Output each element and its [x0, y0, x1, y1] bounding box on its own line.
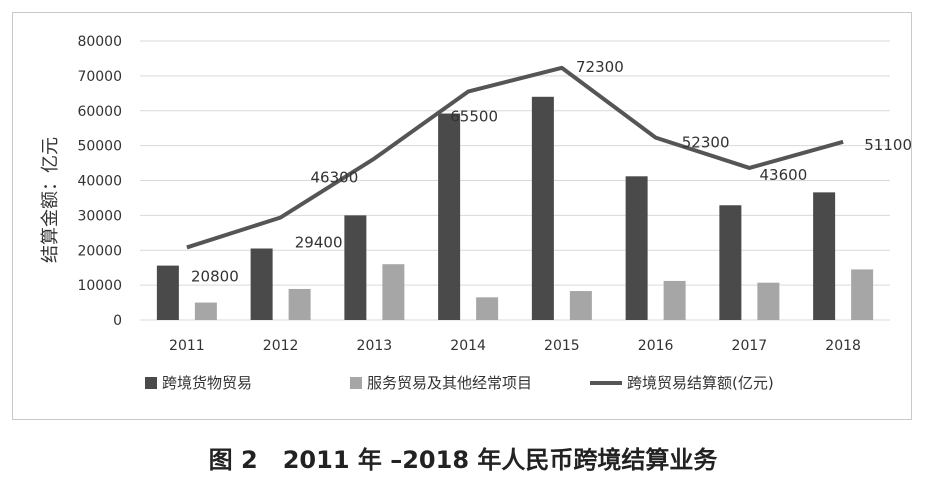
goods-trade-bar: [531, 96, 554, 320]
line-data-label: 20800: [191, 267, 239, 285]
y-tick-label: 50000: [77, 139, 122, 155]
total-trade-line: [186, 65, 844, 250]
goods-trade-bar: [625, 176, 648, 320]
total-line: [186, 65, 844, 250]
goods-trade-bar: [250, 248, 273, 320]
line-data-label: 43600: [760, 166, 808, 184]
y-tick-label: 60000: [77, 104, 122, 120]
x-tick-label: 2015: [544, 338, 580, 354]
line-data-label: 29400: [295, 233, 343, 251]
y-tick-label: 70000: [77, 69, 122, 85]
y-tick-label: 0: [113, 313, 122, 329]
services-trade-bar: [663, 280, 686, 320]
y-tick-label: 80000: [77, 34, 122, 50]
x-tick-label: 2018: [825, 338, 861, 354]
y-axis-ticks: 0 10000 20000 30000 40000 50000 60000 70000 8000…: [77, 34, 122, 329]
services-trade-bar: [382, 264, 405, 320]
x-axis-ticks: 2011 2012 2013 2014 2015 2016 2017 2018: [169, 338, 861, 354]
y-tick-label: 40000: [77, 174, 122, 190]
services-trade-bar: [569, 291, 592, 320]
legend-services-trade-label: 服务贸易及其他经常项目: [367, 374, 532, 392]
x-tick-label: 2017: [732, 338, 768, 354]
services-trade-bar: [194, 302, 217, 320]
line-data-label: 52300: [682, 134, 730, 152]
figure-caption: 图 2 2011 年 –2018 年人民币跨境结算业务: [208, 446, 718, 474]
data-labels: 20800 29400 46300 65500 72300 52300 43600 51100: [191, 58, 912, 286]
line-data-label: 65500: [450, 108, 498, 126]
line-data-label: 72300: [576, 58, 624, 76]
line-data-label: 46300: [311, 169, 359, 187]
y-tick-label: 20000: [77, 243, 122, 259]
x-tick-label: 2012: [263, 338, 299, 354]
goods-trade-bar: [438, 113, 461, 320]
chart-frame: [12, 12, 912, 420]
services-trade-bar: [851, 269, 874, 320]
bars: [156, 96, 874, 320]
line-data-label: 51100: [864, 136, 912, 154]
chart: 0 10000 20000 30000 40000 50000 60000 70000 8000…: [40, 34, 912, 392]
legend-total-trade-label: 跨境贸易结算额(亿元): [627, 374, 774, 392]
legend-goods-trade-label: 跨境货物贸易: [162, 374, 252, 392]
x-tick-label: 2011: [169, 338, 205, 354]
x-tick-label: 2014: [450, 338, 486, 354]
y-axis-label: 结算金额：亿元: [40, 137, 61, 263]
legend-services-trade-swatch: [350, 377, 362, 389]
goods-trade-bar: [156, 265, 179, 320]
goods-trade-bar: [813, 192, 836, 320]
y-tick-label: 30000: [77, 208, 122, 224]
x-tick-label: 2016: [638, 338, 674, 354]
legend-goods-trade-swatch: [145, 377, 157, 389]
x-tick-label: 2013: [357, 338, 393, 354]
services-trade-bar: [757, 282, 780, 320]
services-trade-bar: [476, 297, 499, 320]
y-tick-label: 10000: [77, 278, 122, 294]
services-trade-bar: [288, 288, 311, 320]
goods-trade-bar: [719, 205, 742, 320]
goods-trade-bar: [344, 215, 367, 320]
legend: 跨境货物贸易 服务贸易及其他经常项目 跨境贸易结算额(亿元): [145, 374, 774, 392]
